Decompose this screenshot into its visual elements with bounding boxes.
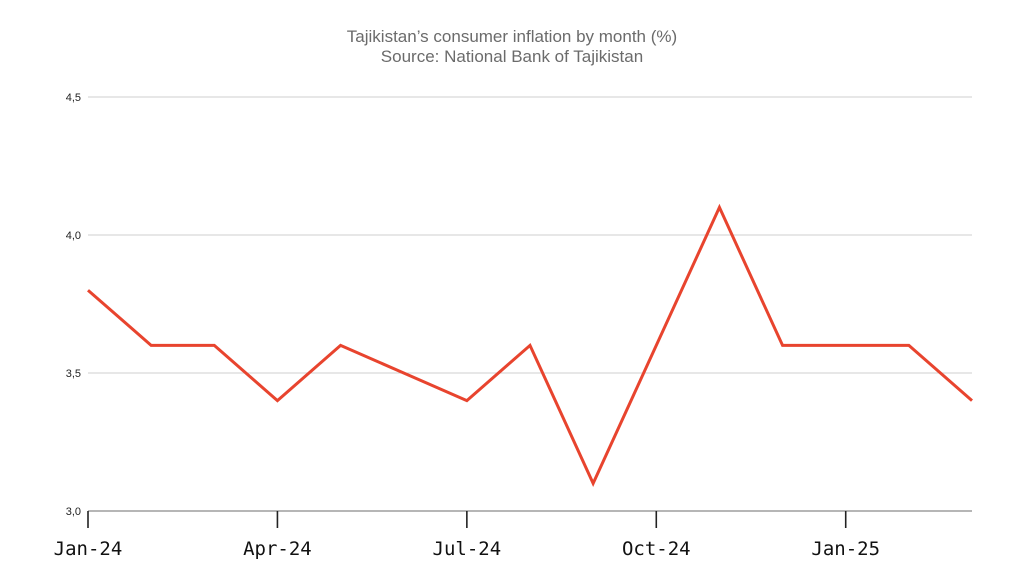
x-axis: Jan-24 Apr-24 Jul-24 Oct-24 Jan-25	[54, 511, 880, 560]
x-tick-label: Oct-24	[622, 538, 691, 560]
y-tick-label: 3,0	[66, 506, 81, 518]
series-line	[87, 203, 973, 488]
y-tick-label: 4,0	[66, 230, 81, 242]
series-layer	[87, 203, 973, 488]
y-tick-label: 3,5	[66, 368, 81, 380]
chart-title: Tajikistan’s consumer inflation by month…	[346, 27, 678, 46]
x-tick-label: Jul-24	[433, 538, 502, 560]
x-tick-label: Jan-24	[54, 538, 123, 560]
x-tick-label: Jan-25	[811, 538, 880, 560]
x-tick-label: Apr-24	[243, 538, 312, 560]
chart-subtitle: Source: National Bank of Tajikistan	[380, 47, 644, 66]
gridlines	[88, 96, 972, 512]
y-axis: 3,0 3,5 4,0 4,5	[66, 92, 81, 518]
y-tick-label: 4,5	[66, 92, 81, 104]
